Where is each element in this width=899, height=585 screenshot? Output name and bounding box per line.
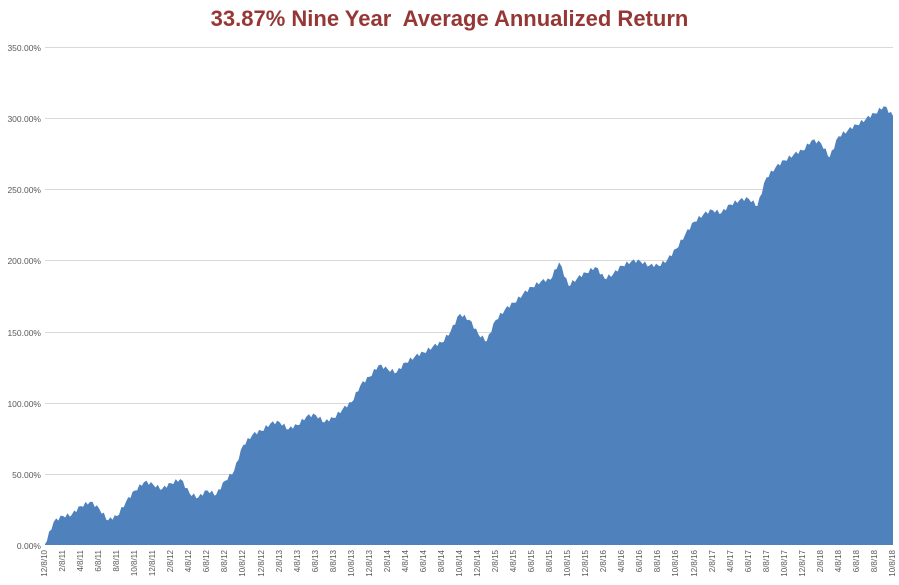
x-axis-label: 6/8/13 [310,550,320,573]
x-axis-label: 12/8/15 [581,550,591,577]
x-axis-label: 4/8/14 [400,550,410,573]
x-axis-label: 6/8/11 [94,550,104,572]
x-axis-label: 8/8/12 [220,550,230,573]
x-axis-label: 8/8/14 [436,550,446,573]
x-axis-label: 4/8/18 [833,550,843,573]
x-axis-label: 10/8/15 [563,550,573,577]
x-axis-label: 10/8/13 [346,550,356,577]
x-axis-label: 2/8/12 [166,550,176,573]
x-axis-label: 12/8/16 [689,550,699,577]
x-axis-label: 2/8/11 [58,550,68,572]
plot-svg [45,47,893,545]
x-axis-label: 10/8/16 [671,550,681,577]
x-axis-label: 10/8/18 [888,550,897,577]
x-axis-label: 2/8/13 [274,550,284,573]
x-axis-label: 10/8/12 [238,550,248,577]
x-axis-label: 2/8/15 [491,550,501,573]
x-axis-label: 8/8/15 [545,550,555,573]
x-axis-label: 4/8/12 [184,550,194,573]
x-axis-label: 8/8/11 [112,550,122,572]
x-axis-label: 12/8/17 [797,550,807,577]
y-axis-label: 50.00% [12,469,41,480]
x-axis-label: 12/8/10 [40,550,49,577]
x-axis-label: 8/8/16 [653,550,663,573]
y-axis-label: 0.00% [16,541,41,551]
x-axis-label: 6/8/12 [202,550,212,573]
x-axis-label: 8/8/17 [761,550,771,573]
x-axis-label: 4/8/16 [617,550,627,573]
y-axis-label: 300.00% [7,114,41,125]
x-axis-label: 6/8/14 [418,550,428,573]
x-axis-label: 10/8/11 [130,550,140,577]
x-axis-label: 10/8/14 [454,550,464,577]
x-axis-label: 10/8/17 [779,550,789,577]
x-axis-label: 6/8/18 [851,550,861,573]
chart-title: 33.87% Nine Year Average Annualized Retu… [210,6,689,31]
plot-area [45,47,893,545]
x-axis-label: 8/8/18 [869,550,879,573]
y-axis-label: 350.00% [7,43,41,53]
x-axis: 12/8/10 2/8/11 4/8/11 6/8/11 8/8/11 10/8/11 12… [40,547,897,585]
x-axis-label: 2/8/17 [707,550,717,573]
x-axis-label: 12/8/11 [148,550,158,577]
y-axis-label: 200.00% [7,256,41,267]
x-axis-label: 4/8/15 [509,550,519,573]
x-axis-label: 2/8/18 [815,550,825,573]
x-axis-label: 12/8/12 [256,550,266,577]
x-axis-label: 4/8/11 [76,550,86,572]
x-axis-label: 12/8/13 [364,550,374,577]
x-axis-label: 12/8/14 [473,550,483,577]
x-axis-label: 8/8/13 [328,550,338,573]
x-axis-label: 4/8/17 [725,550,735,573]
area-series [45,106,893,545]
x-axis-label: 2/8/14 [382,550,392,573]
y-axis-label: 100.00% [7,398,41,409]
y-axis-label: 150.00% [7,327,41,338]
x-axis-label: 2/8/16 [599,550,609,573]
x-axis-label: 4/8/13 [292,550,302,573]
x-axis-label: 6/8/15 [527,550,537,573]
y-axis: 0.00% 50.00% 100.00% 150.00% 200.00% 250.00% 3… [0,43,41,551]
x-axis-label: 6/8/16 [635,550,645,573]
x-axis-label: 6/8/17 [743,550,753,573]
y-axis-label: 250.00% [7,185,41,196]
